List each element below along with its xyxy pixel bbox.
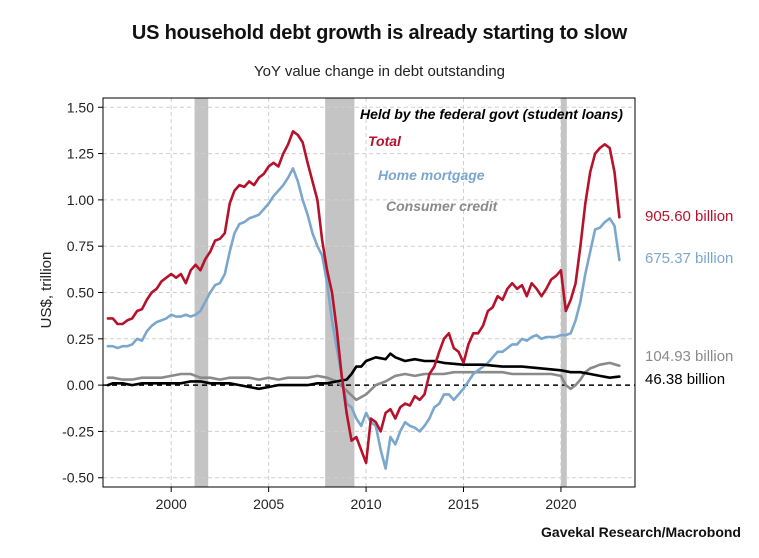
legend-label-consumer: Consumer credit bbox=[386, 198, 499, 214]
series-line-total bbox=[106, 130, 621, 465]
legend-label-total: Total bbox=[368, 133, 402, 149]
chart-title: US household debt growth is already star… bbox=[131, 22, 628, 44]
y-tick-label-4: 0.25 bbox=[67, 331, 94, 347]
y-tick-label-1: -0.50 bbox=[62, 470, 94, 486]
x-tick-label-1: 2000 bbox=[156, 496, 187, 512]
x-tick-label-4: 2015 bbox=[448, 496, 479, 512]
x-tick-label-2: 2005 bbox=[253, 496, 284, 512]
legend-label-federal: Held by the federal govt (student loans) bbox=[360, 106, 623, 122]
legend-label-mortgage: Home mortgage bbox=[378, 167, 485, 183]
series-line-consumer bbox=[106, 361, 621, 402]
end-labels: 905.60 billion 675.37 billion 104.93 billi… bbox=[645, 208, 733, 388]
gridlines bbox=[103, 98, 635, 487]
series-line-federal bbox=[106, 352, 621, 391]
y-tick-label-3: 0.00 bbox=[67, 377, 94, 393]
end-label-consumer: 104.93 billion bbox=[645, 348, 733, 365]
y-tick-label-5: 0.50 bbox=[67, 285, 94, 301]
end-label-total: 905.60 billion bbox=[645, 208, 733, 225]
x-tick-label-5: 2020 bbox=[545, 496, 576, 512]
y-tick-label-2: -0.25 bbox=[62, 423, 94, 439]
series-lines bbox=[106, 130, 621, 470]
y-tick-label-9: 1.50 bbox=[67, 99, 94, 115]
legend: Held by the federal govt (student loans)… bbox=[360, 106, 623, 214]
end-label-federal: 46.38 billion bbox=[645, 371, 725, 388]
source-credit: Gavekal Research/Macrobond bbox=[541, 524, 741, 540]
y-tick-label-6: 0.75 bbox=[67, 238, 94, 254]
series-line-mortgage bbox=[106, 167, 621, 470]
end-label-mortgage: 675.37 billion bbox=[645, 250, 733, 267]
chart-subtitle: YoY value change in debt outstanding bbox=[253, 63, 506, 80]
y-tick-label-8: 1.25 bbox=[67, 146, 94, 162]
x-tick-label-3: 2010 bbox=[350, 496, 381, 512]
axis-ticks: -0.50 -0.25 0.00 0.25 0.50 0.75 1.00 1.25 1.50 20… bbox=[62, 99, 577, 512]
y-tick-label-7: 1.00 bbox=[67, 192, 94, 208]
